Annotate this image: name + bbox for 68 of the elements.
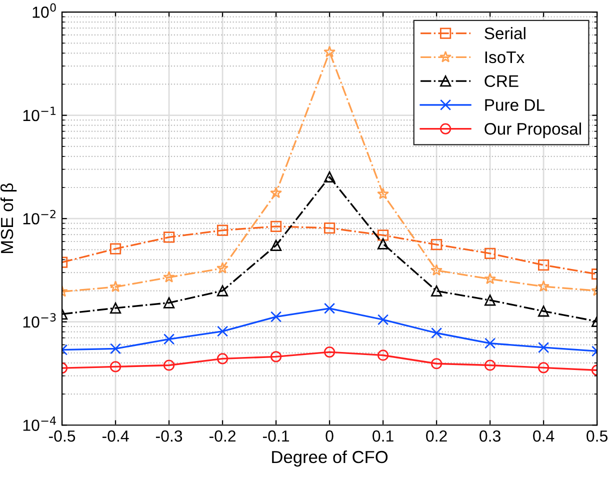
point [430, 285, 442, 297]
point [484, 360, 496, 371]
point [430, 358, 442, 370]
point [430, 264, 443, 276]
x-tick-label: 0.3 [480, 430, 500, 442]
point [270, 186, 282, 198]
x-tick-label: 0.1 [372, 430, 394, 442]
point [163, 360, 175, 371]
point [377, 188, 390, 200]
x-tick-label: -0.4 [102, 430, 129, 442]
point [324, 46, 336, 58]
point [216, 285, 228, 296]
x-tick-label: -0.1 [262, 430, 290, 442]
point [538, 280, 550, 292]
y-tick-label: 10$^{−3}$ [23, 313, 56, 328]
point [270, 311, 282, 322]
point [324, 222, 336, 234]
point [110, 243, 122, 254]
x-tick-label: 0.5 [586, 430, 608, 442]
point [538, 306, 550, 317]
point [270, 240, 282, 251]
point [163, 232, 175, 243]
point [324, 302, 336, 314]
y-tick-label: 10$^{−2}$ [23, 210, 56, 224]
point [377, 314, 389, 326]
point [538, 362, 550, 374]
x-tick-label: 0.2 [426, 430, 447, 442]
x-tick-label: 0 [326, 430, 334, 442]
x-tick-label: -0.2 [209, 430, 236, 442]
point [216, 224, 228, 236]
point [484, 294, 496, 306]
point [163, 334, 175, 345]
point [377, 238, 389, 250]
point [110, 302, 122, 314]
x-axis-title: Degree of CFO [272, 450, 388, 467]
point [163, 271, 175, 282]
x-tick-label: -0.5 [48, 430, 76, 442]
x-tick-label: 0.4 [533, 430, 554, 442]
point [110, 343, 122, 354]
point [538, 259, 550, 271]
point [110, 361, 122, 372]
point [270, 220, 282, 232]
y-tick-label: 10$^{−1}$ [23, 106, 56, 122]
point [430, 239, 442, 250]
point [377, 230, 389, 241]
point [430, 327, 442, 339]
point [324, 171, 336, 183]
point [324, 346, 336, 358]
legend-label: CRE [484, 75, 518, 88]
y-axis-title: MSE of β [0, 183, 17, 254]
point [484, 248, 496, 259]
point [377, 350, 389, 361]
y-tick-label: 10$^{0}$ [32, 3, 56, 18]
legend-label: Pure DL [485, 99, 544, 111]
point [163, 297, 175, 308]
x-tick-label: -0.3 [156, 430, 182, 442]
point [538, 342, 550, 354]
point [110, 280, 122, 292]
point [216, 326, 228, 337]
point [270, 351, 282, 362]
legend-label: IsoTx [485, 52, 524, 64]
legend-label: Serial [484, 27, 526, 40]
y-tick-label: 10$^{−4}$ [23, 416, 56, 431]
point [484, 338, 496, 349]
point [216, 262, 229, 274]
point [216, 353, 228, 364]
legend-label: Our Proposal [484, 122, 581, 138]
point [484, 272, 496, 284]
